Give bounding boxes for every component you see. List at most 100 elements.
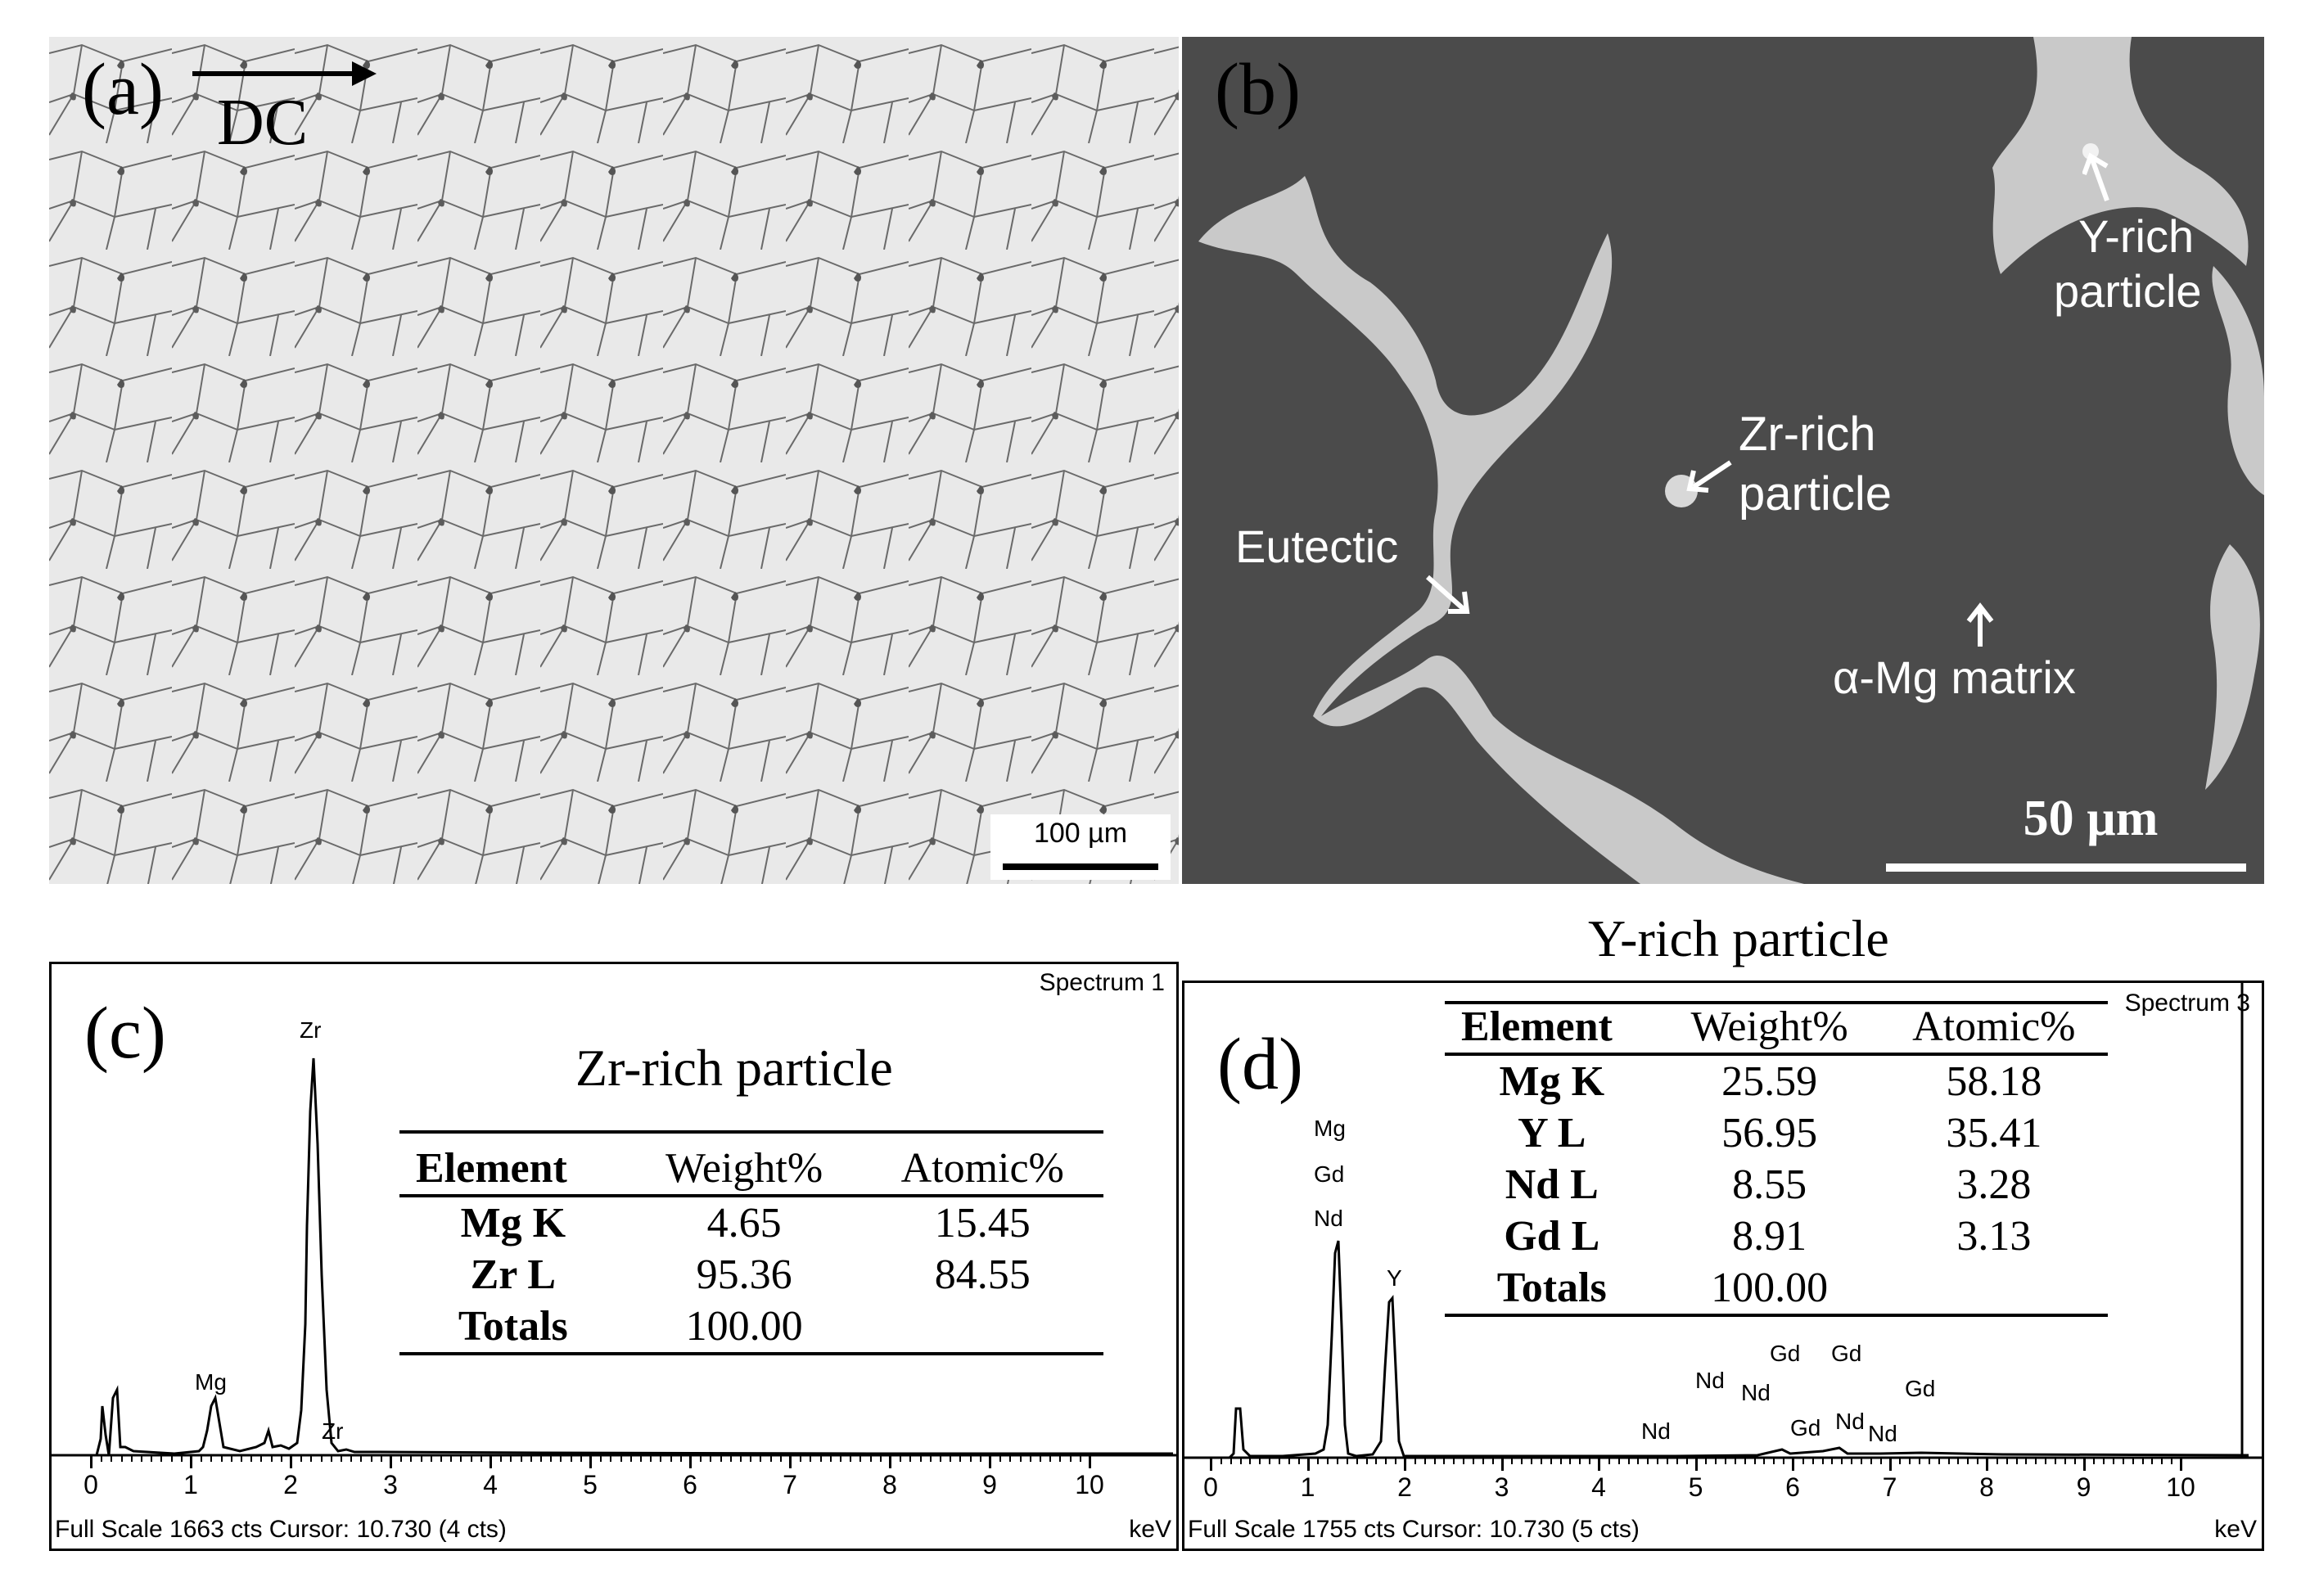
x-minor-tick (1899, 1458, 1902, 1464)
x-minor-tick (1385, 1458, 1387, 1464)
x-tick-label: 8 (1979, 1472, 1994, 1502)
x-minor-tick (1783, 1458, 1785, 1464)
cell-atomic: 3.28 (1956, 1161, 2032, 1208)
cell-element: Mg K (1499, 1058, 1605, 1105)
x-minor-tick (1019, 1455, 1022, 1462)
x-minor-tick (840, 1455, 841, 1462)
peak-label: Gd (1831, 1341, 1862, 1366)
cell-element: Y L (1518, 1110, 1586, 1156)
scalebar-b (1886, 863, 2246, 872)
table-row: Gd L 8.91 3.13 (1445, 1211, 2108, 1262)
scalebar-label: 100 µm (1033, 818, 1128, 849)
x-minor-tick (2103, 1458, 2105, 1464)
table-header-row: Element Weight% Atomic% (1445, 1001, 2108, 1056)
x-tick-label: 2 (283, 1470, 298, 1499)
x-minor-tick (1627, 1458, 1630, 1464)
x-minor-tick (1491, 1458, 1494, 1464)
cell-atomic: 3.13 (1956, 1213, 2032, 1260)
table-row: Totals 100.00 (399, 1301, 1103, 1355)
x-minor-tick (2132, 1458, 2134, 1464)
x-tick-mark (1306, 1458, 1310, 1471)
x-minor-tick (1040, 1455, 1041, 1462)
x-minor-tick (1821, 1458, 1824, 1464)
x-tick-label: 0 (83, 1470, 98, 1499)
x-minor-tick (1443, 1458, 1446, 1464)
x-tick-mark (889, 1455, 891, 1468)
x-minor-tick (1938, 1458, 1940, 1464)
peak-label: Zr (300, 1017, 322, 1043)
axis-unit-c: keV (1129, 1516, 1171, 1543)
x-minor-tick (1259, 1458, 1261, 1464)
matrix-label: α-Mg matrix (1833, 651, 2076, 703)
x-minor-tick (510, 1455, 512, 1462)
direction-arrow-icon (192, 61, 377, 86)
x-minor-tick (929, 1455, 932, 1462)
x-minor-tick (2045, 1458, 2047, 1464)
x-minor-tick (250, 1455, 253, 1462)
peak-label: Mg (195, 1369, 227, 1395)
cell-weight: 95.36 (696, 1251, 792, 1298)
peak-label: Zr (322, 1418, 344, 1444)
cell-atomic: 84.55 (934, 1251, 1031, 1298)
scalebar-box: 100 µm (990, 814, 1171, 880)
x-minor-tick (769, 1455, 772, 1462)
x-minor-tick (1657, 1458, 1659, 1464)
x-minor-tick (2015, 1458, 2018, 1464)
x-minor-tick (341, 1455, 342, 1462)
cell-weight: 25.59 (1721, 1058, 1818, 1105)
x-minor-tick (430, 1455, 432, 1462)
x-minor-tick (280, 1455, 282, 1462)
x-minor-tick (879, 1455, 882, 1462)
zr-rich-label: Zr-rich particle (1739, 405, 1892, 524)
x-minor-tick (1079, 1455, 1081, 1462)
eds-spectrum-c: (c) Spectrum 1 Zr-rich particle Element … (49, 962, 1179, 1551)
x-tick-mark (290, 1455, 292, 1468)
x-minor-tick (1753, 1458, 1756, 1464)
x-minor-tick (1879, 1458, 1882, 1464)
x-tick-mark (789, 1455, 792, 1468)
x-tick-mark (1792, 1458, 1794, 1471)
x-minor-tick (220, 1455, 223, 1462)
cell-atomic: 35.41 (1946, 1110, 2042, 1156)
y-rich-label-line1: Y-rich (2078, 210, 2195, 262)
x-minor-tick (779, 1455, 782, 1462)
x-tick-label: 6 (683, 1470, 697, 1499)
x-minor-tick (210, 1455, 213, 1462)
x-minor-tick (2171, 1458, 2173, 1464)
matrix-arrow-icon (1966, 602, 1994, 647)
x-tick-label: 1 (183, 1470, 198, 1499)
x-minor-tick (1811, 1458, 1814, 1464)
x-minor-tick (1996, 1458, 1998, 1464)
x-minor-tick (500, 1455, 503, 1462)
spectrum-name-d: Spectrum 3 (2124, 990, 2250, 1017)
peak-label: Gd (1905, 1376, 1936, 1401)
x-minor-tick (1957, 1458, 1960, 1464)
cell-element: Mg K (460, 1200, 566, 1247)
x-minor-tick (360, 1455, 363, 1462)
x-minor-tick (530, 1455, 532, 1462)
x-minor-tick (1705, 1458, 1708, 1464)
x-minor-tick (160, 1455, 163, 1462)
x-minor-tick (230, 1455, 232, 1462)
cell-weight: 100.00 (1658, 1262, 1880, 1317)
x-minor-tick (620, 1455, 622, 1462)
x-minor-tick (2122, 1458, 2124, 1464)
x-minor-tick (940, 1455, 941, 1462)
x-tick-mark (1404, 1458, 1406, 1471)
y-rich-label-line2: particle (2054, 265, 2202, 318)
header-element: Element (1445, 1001, 1659, 1056)
x-minor-tick (1744, 1458, 1746, 1464)
x-minor-tick (1229, 1458, 1232, 1464)
x-minor-tick (859, 1455, 862, 1462)
table-header-row: Element Weight% Atomic% (399, 1143, 1103, 1197)
x-tick-mark (90, 1455, 92, 1468)
cell-element: Zr L (470, 1251, 557, 1298)
x-minor-tick (1550, 1458, 1552, 1464)
x-minor-tick (800, 1455, 802, 1462)
x-minor-tick (1967, 1458, 1969, 1464)
header-weight: Weight% (626, 1143, 862, 1197)
x-minor-tick (679, 1455, 682, 1462)
cell-atomic (1879, 1262, 2108, 1317)
cell-element: Totals (1445, 1262, 1659, 1317)
composition-table-c: Element Weight% Atomic% Mg K 4.65 15.45 … (399, 1143, 1103, 1355)
